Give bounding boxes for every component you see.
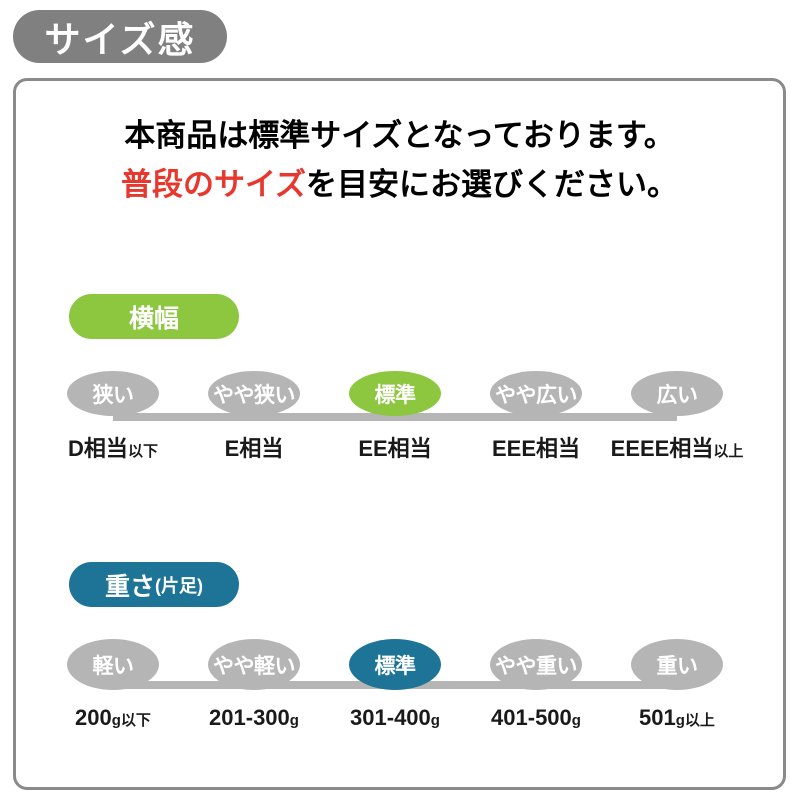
width-label-standard: EE相当: [358, 436, 432, 461]
width-steps-row: 狭い D相当以下 やや狭い E相当 標準 EE相当 やや広い EEE相当 広い …: [53, 371, 743, 463]
weight-step-slightly-light: やや軽い 201-300g: [194, 639, 314, 731]
width-step-slightly-wide: やや広い EEE相当: [476, 371, 596, 463]
width-scale: 横幅 狭い D相当以下 やや狭い E相当 標準 EE相当 やや広い EEE相当 …: [53, 294, 743, 463]
weight-circle-standard-selected: 標準: [349, 639, 441, 690]
weight-label-standard: 301-400g: [350, 705, 440, 730]
weight-circle-light: 軽い: [67, 639, 159, 690]
weight-step-light: 軽い 200g以下: [53, 639, 173, 731]
width-step-narrow: 狭い D相当以下: [53, 371, 173, 463]
width-label-slightly-narrow: E相当: [224, 436, 284, 461]
width-label-slightly-wide: EEE相当: [491, 436, 581, 461]
width-step-slightly-narrow: やや狭い E相当: [194, 371, 314, 463]
weight-step-slightly-heavy: やや重い 401-500g: [476, 639, 596, 731]
width-scale-badge-label: 横幅: [128, 304, 179, 333]
size-feel-title-label: サイズ感: [44, 18, 196, 60]
weight-circle-slightly-heavy: やや重い: [490, 639, 582, 690]
width-label-narrow: D相当以下: [68, 436, 158, 461]
size-feel-title-badge: サイズ感: [13, 10, 227, 63]
width-circle-wide: 広い: [631, 371, 723, 416]
intro-line2-highlight: 普段のサイズ: [120, 167, 307, 202]
weight-scale-badge-suffix: (片足): [155, 575, 203, 596]
weight-label-slightly-heavy: 401-500g: [491, 705, 581, 730]
weight-label-heavy: 501g以上: [639, 705, 715, 730]
weight-label-slightly-light: 201-300g: [209, 705, 299, 730]
weight-scale-badge: 重さ (片足): [69, 562, 239, 607]
intro-text: 本商品は標準サイズとなっております。 普段のサイズを目安にお選びください。: [16, 111, 783, 209]
width-circle-standard-selected: 標準: [349, 371, 441, 416]
weight-step-standard: 標準 301-400g: [335, 639, 455, 731]
width-circle-slightly-narrow: やや狭い: [208, 371, 300, 416]
width-label-wide: EEEE相当以上: [610, 436, 744, 461]
size-guide-panel: 本商品は標準サイズとなっております。 普段のサイズを目安にお選びください。 横幅…: [13, 78, 786, 790]
width-circle-slightly-wide: やや広い: [490, 371, 582, 416]
width-circle-narrow: 狭い: [67, 371, 159, 416]
weight-circle-heavy: 重い: [631, 639, 723, 690]
weight-scale-badge-label: 重さ: [104, 572, 155, 601]
width-scale-track-line: [113, 413, 677, 421]
weight-circle-slightly-light: やや軽い: [208, 639, 300, 690]
width-step-wide: 広い EEEE相当以上: [611, 371, 743, 463]
width-scale-badge: 横幅: [69, 294, 239, 339]
intro-line2-rest: を目安にお選びください。: [306, 167, 679, 202]
width-step-standard: 標準 EE相当: [335, 371, 455, 463]
weight-label-light: 200g以下: [75, 705, 151, 730]
weight-scale: 重さ (片足) 軽い 200g以下 やや軽い 201-300g 標準 301-40…: [53, 562, 737, 731]
weight-step-heavy: 重い 501g以上: [617, 639, 737, 731]
intro-line2: 普段のサイズを目安にお選びください。: [16, 160, 783, 209]
intro-line1: 本商品は標準サイズとなっております。: [124, 118, 675, 153]
weight-steps-row: 軽い 200g以下 やや軽い 201-300g 標準 301-400g やや重い…: [53, 639, 737, 731]
